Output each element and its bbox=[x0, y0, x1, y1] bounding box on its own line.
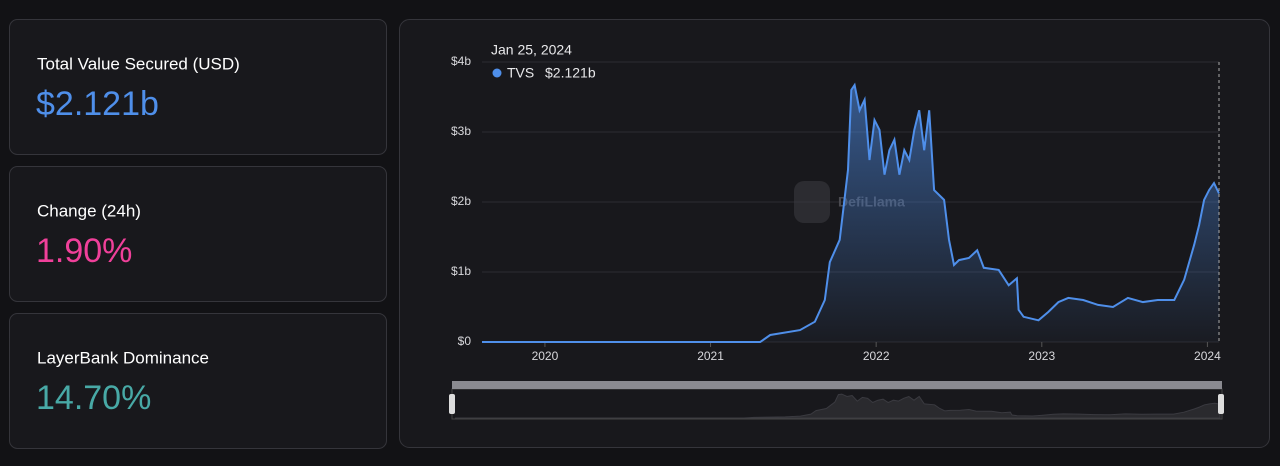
y-tick-label: $0 bbox=[458, 334, 472, 348]
stat-cards: Total Value Secured (USD) $2.121b Change (… bbox=[9, 19, 387, 449]
card-title: Total Value Secured (USD) bbox=[37, 54, 240, 73]
y-tick-label: $3b bbox=[451, 124, 471, 138]
minimap-bar bbox=[452, 381, 1222, 389]
minimap-handle[interactable] bbox=[1218, 394, 1224, 414]
y-tick-label: $2b bbox=[451, 194, 471, 208]
watermark-logo bbox=[794, 181, 830, 223]
minimap-handle[interactable] bbox=[449, 394, 455, 414]
tooltip-date: Jan 25, 2024 bbox=[491, 42, 572, 58]
card bbox=[9, 19, 387, 155]
card-value: 14.70% bbox=[36, 379, 151, 417]
tooltip-dot bbox=[492, 68, 502, 78]
card bbox=[9, 313, 387, 449]
y-tick-label: $4b bbox=[451, 54, 471, 68]
chart: $0$1b$2b$3b$4bDefiLlama20202021202220232… bbox=[449, 42, 1224, 420]
line bbox=[482, 82, 1220, 343]
tooltip-value: $2.121b bbox=[545, 65, 596, 81]
x-tick-label: 2023 bbox=[1028, 349, 1055, 363]
minimap-line bbox=[455, 393, 1221, 419]
card-value: 1.90% bbox=[36, 232, 132, 270]
card-value: $2.121b bbox=[36, 85, 159, 123]
x-tick-label: 2022 bbox=[863, 349, 890, 363]
x-tick-label: 2020 bbox=[532, 349, 559, 363]
tooltip-name: TVS bbox=[507, 65, 534, 81]
card bbox=[9, 166, 387, 302]
x-tick-label: 2024 bbox=[1194, 349, 1221, 363]
area bbox=[482, 85, 1219, 342]
x-tick-label: 2021 bbox=[697, 349, 724, 363]
card-title: Change (24h) bbox=[37, 201, 141, 220]
y-tick-label: $1b bbox=[451, 264, 471, 278]
card-title: LayerBank Dominance bbox=[37, 348, 209, 367]
